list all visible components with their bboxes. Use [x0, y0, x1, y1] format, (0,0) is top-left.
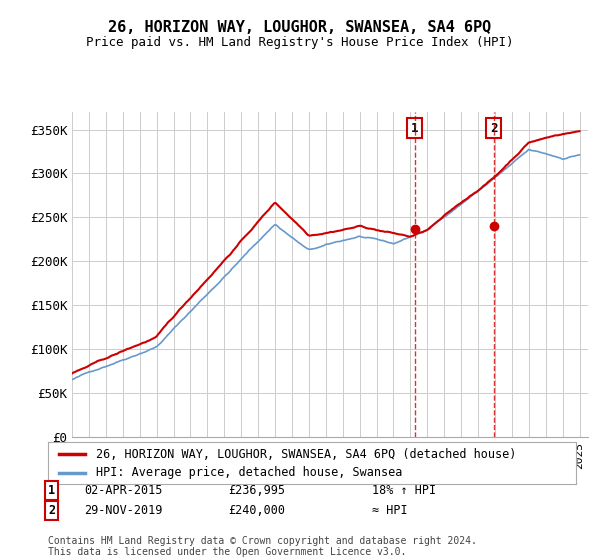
Text: Contains HM Land Registry data © Crown copyright and database right 2024.
This d: Contains HM Land Registry data © Crown c…: [48, 535, 477, 557]
Text: 1: 1: [48, 484, 55, 497]
Text: 26, HORIZON WAY, LOUGHOR, SWANSEA, SA4 6PQ: 26, HORIZON WAY, LOUGHOR, SWANSEA, SA4 6…: [109, 20, 491, 35]
Text: 2: 2: [490, 122, 497, 135]
Text: £240,000: £240,000: [228, 504, 285, 517]
Text: 1: 1: [411, 122, 418, 135]
Text: 29-NOV-2019: 29-NOV-2019: [84, 504, 163, 517]
Text: HPI: Average price, detached house, Swansea: HPI: Average price, detached house, Swan…: [95, 466, 402, 479]
Text: 18% ↑ HPI: 18% ↑ HPI: [372, 484, 436, 497]
Text: 2: 2: [48, 504, 55, 517]
Text: 26, HORIZON WAY, LOUGHOR, SWANSEA, SA4 6PQ (detached house): 26, HORIZON WAY, LOUGHOR, SWANSEA, SA4 6…: [95, 447, 516, 461]
Text: 02-APR-2015: 02-APR-2015: [84, 484, 163, 497]
Text: Price paid vs. HM Land Registry's House Price Index (HPI): Price paid vs. HM Land Registry's House …: [86, 36, 514, 49]
Text: ≈ HPI: ≈ HPI: [372, 504, 407, 517]
Text: £236,995: £236,995: [228, 484, 285, 497]
